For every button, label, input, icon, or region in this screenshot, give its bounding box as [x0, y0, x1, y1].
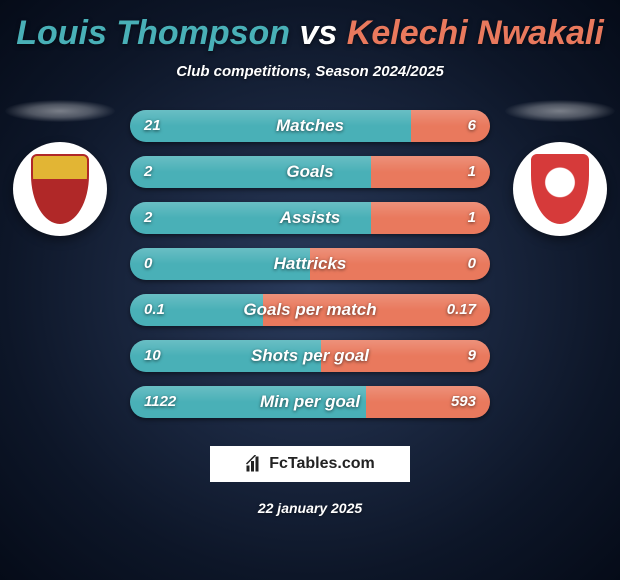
title-player-b: Kelechi Nwakali — [347, 14, 604, 52]
stat-value-right: 1 — [468, 156, 476, 188]
stat-row: Goals2 1 — [130, 156, 490, 188]
shadow-disc-left — [5, 100, 115, 122]
stat-value-right: 9 — [468, 340, 476, 372]
subtitle: Club competitions, Season 2024/2025 — [0, 63, 620, 80]
stat-value-right: 1 — [468, 202, 476, 234]
stat-label: Assists — [130, 202, 490, 234]
team-badge-left — [0, 100, 120, 236]
page-title: Louis Thompson vs Kelechi Nwakali — [0, 0, 620, 53]
stat-label: Shots per goal — [130, 340, 490, 372]
stat-value-right: 0.17 — [447, 294, 476, 326]
stat-value-left: 2 — [144, 156, 152, 188]
stat-label: Hattricks — [130, 248, 490, 280]
stat-row: Assists2 1 — [130, 202, 490, 234]
comparison-panel: Matches216Goals21Assists21Hattricks00Goa… — [0, 110, 620, 516]
stat-label: Goals — [130, 156, 490, 188]
stat-row: Hattricks0 0 — [130, 248, 490, 280]
stat-value-left: 10 — [144, 340, 161, 372]
bars-icon — [245, 455, 263, 473]
stat-value-left: 0 — [144, 248, 152, 280]
stat-row: Min per goal1122 593 — [130, 386, 490, 418]
brand-label: FcTables.com — [269, 455, 375, 473]
shield-right — [531, 154, 589, 224]
stat-row: Matches21 6 — [130, 110, 490, 142]
stat-label: Min per goal — [130, 386, 490, 418]
stat-label: Goals per match — [130, 294, 490, 326]
stat-value-left: 21 — [144, 110, 161, 142]
brand-badge[interactable]: FcTables.com — [210, 446, 410, 482]
stat-value-left: 1122 — [144, 386, 176, 418]
team-badge-right — [500, 100, 620, 236]
title-player-a: Louis Thompson — [16, 14, 290, 52]
stat-value-left: 2 — [144, 202, 152, 234]
shadow-disc-right — [505, 100, 615, 122]
crest-left — [13, 142, 107, 236]
footer-date: 22 january 2025 — [0, 500, 620, 516]
title-vs: vs — [300, 14, 338, 52]
stat-row: Shots per goal10 9 — [130, 340, 490, 372]
stat-value-right: 0 — [468, 248, 476, 280]
shield-left — [31, 154, 89, 224]
stat-row: Goals per match0.1 0.17 — [130, 294, 490, 326]
stat-label: Matches — [130, 110, 490, 142]
stat-value-right: 6 — [468, 110, 476, 142]
stat-value-right: 593 — [451, 386, 476, 418]
stat-rows: Matches216Goals21Assists21Hattricks00Goa… — [130, 110, 490, 418]
stat-value-left: 0.1 — [144, 294, 165, 326]
crest-right — [513, 142, 607, 236]
